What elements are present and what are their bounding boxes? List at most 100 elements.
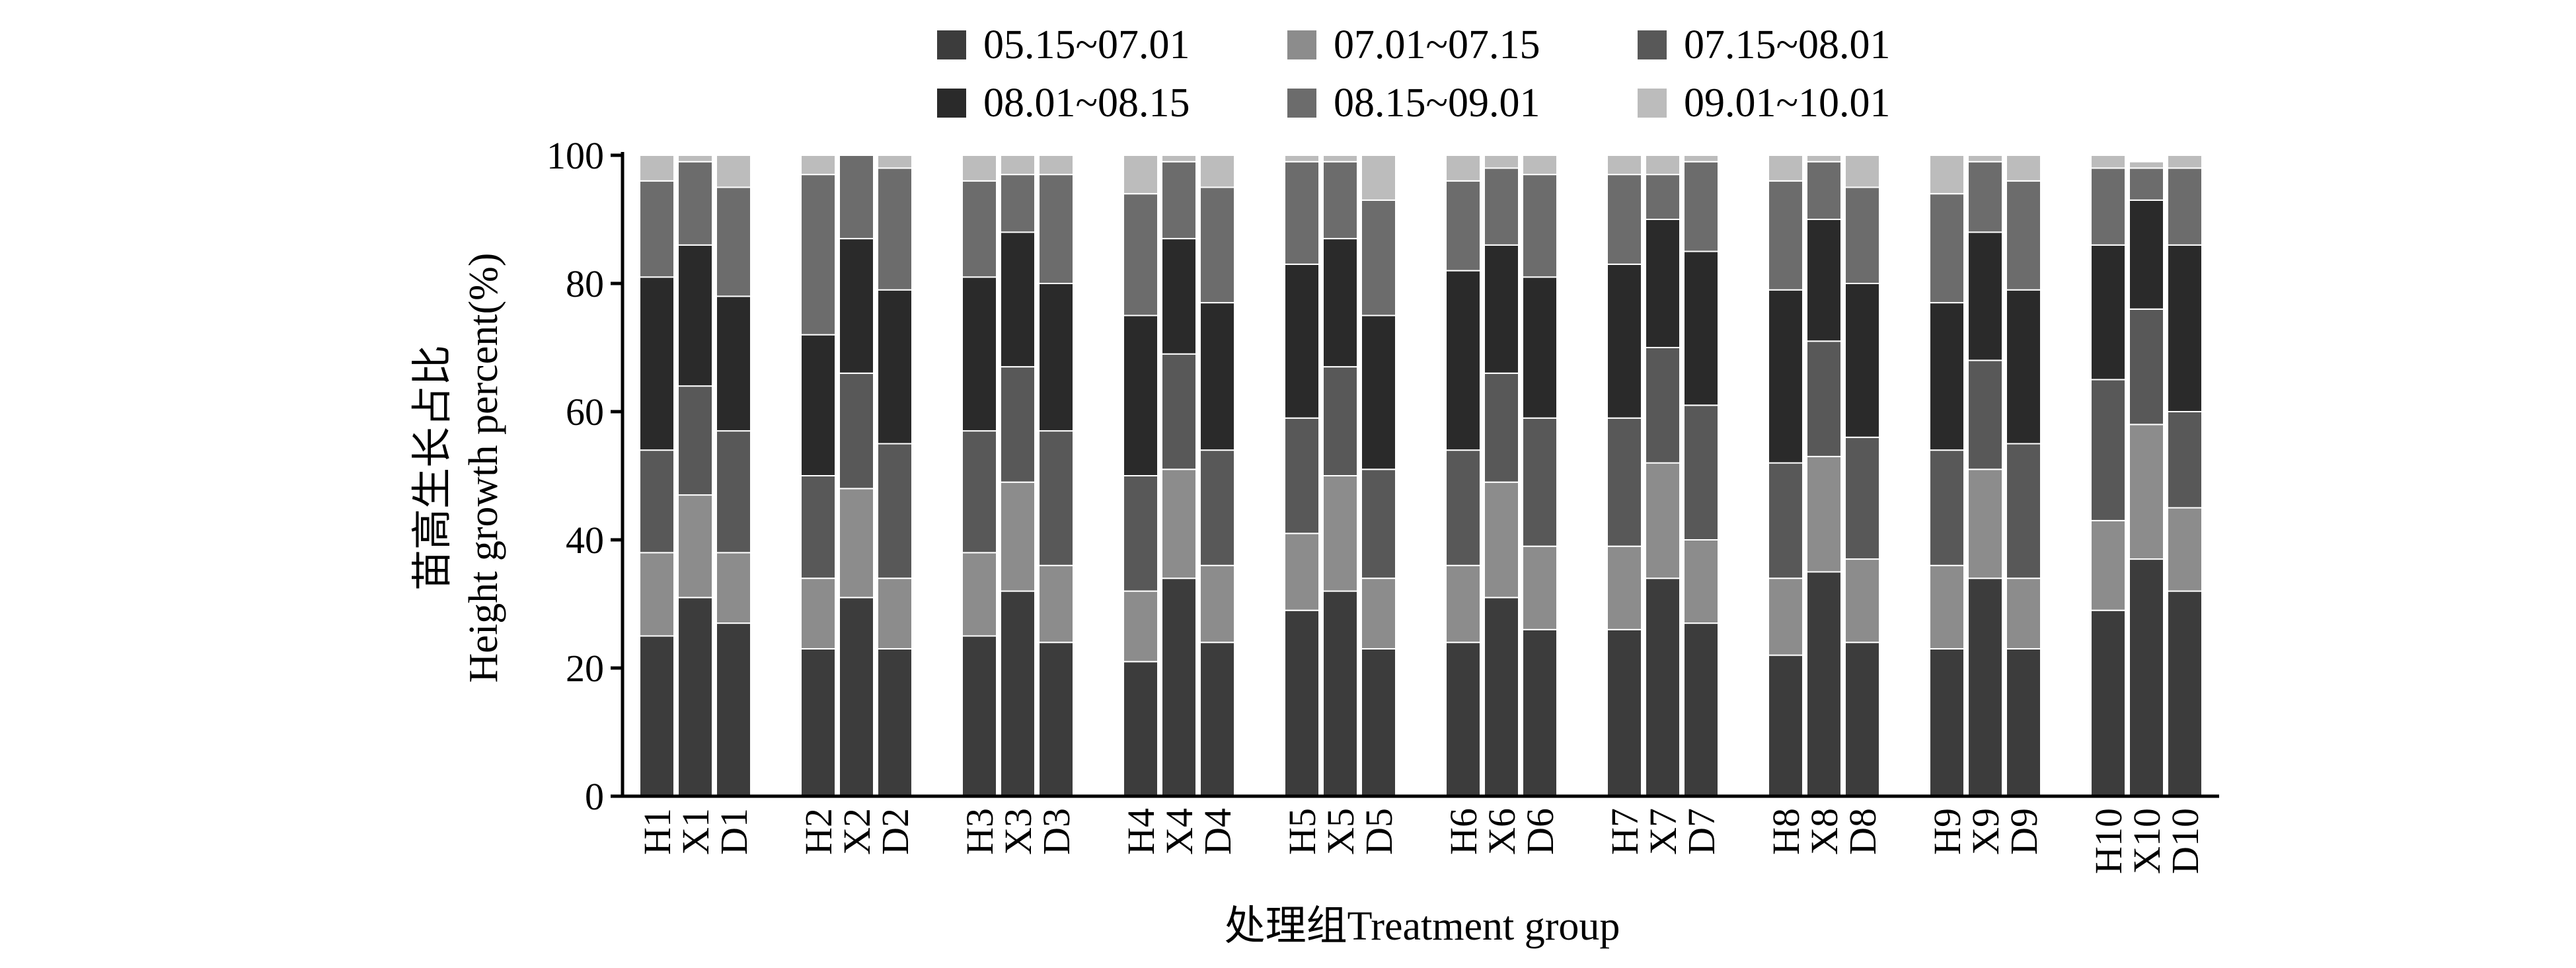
legend-label-4: 08.01~08.15: [983, 81, 1190, 126]
legend-swatch-4: [937, 89, 966, 118]
bar-segment-D8-6: [1844, 155, 1880, 188]
x-tick-label-H3: H3: [958, 808, 1001, 855]
bar-segment-H9-1: [1929, 648, 1965, 798]
bar-segment-H3-4: [962, 276, 997, 432]
x-tick-label-X7: X7: [1642, 808, 1685, 855]
bar-segment-H7-5: [1607, 174, 1642, 265]
bar-segment-X10-2: [2129, 424, 2164, 560]
bar-segment-H7-1: [1607, 628, 1642, 797]
legend-label-3: 07.15~08.01: [1684, 22, 1891, 67]
bar-segment-X3-4: [1000, 231, 1036, 368]
bar-segment-X7-5: [1645, 174, 1681, 221]
y-tick-label: 80: [566, 262, 604, 305]
bar-segment-H8-2: [1768, 577, 1803, 656]
bar-segment-H10-3: [2090, 379, 2126, 521]
bar-segment-D2-1: [877, 648, 913, 798]
bar-segment-D3-2: [1038, 564, 1074, 644]
x-tick-label-X5: X5: [1319, 808, 1362, 855]
bar-segment-D5-6: [1361, 155, 1396, 201]
bar-segment-D10-1: [2167, 590, 2203, 797]
bar-segment-X10-5: [2129, 167, 2164, 201]
bar-segment-X7-1: [1645, 577, 1681, 797]
bar-segment-H9-6: [1929, 155, 1965, 195]
bar-segment-X4-3: [1161, 353, 1197, 470]
bar-segment-H2-1: [800, 648, 836, 798]
bar-segment-X8-1: [1806, 571, 1842, 797]
bar-segment-D5-2: [1361, 577, 1396, 650]
x-tick-label-D10: D10: [2164, 808, 2207, 874]
bar-segment-X5-2: [1322, 475, 1358, 592]
bar-segment-X7-2: [1645, 462, 1681, 579]
x-tick-label-H9: H9: [1926, 808, 1969, 855]
bar-segment-H1-4: [639, 276, 675, 451]
bar-segment-H6-5: [1445, 180, 1481, 272]
y-tick-label: 100: [547, 134, 604, 177]
bar-segment-D2-4: [877, 289, 913, 445]
bar-segment-D1-3: [716, 430, 751, 554]
bar-segment-H4-1: [1123, 661, 1158, 797]
bar-segment-X3-5: [1000, 174, 1036, 233]
bar-segment-X5-4: [1322, 238, 1358, 368]
y-axis-title-cn: 苗高生长占比: [410, 345, 455, 591]
bar-segment-X9-4: [1967, 231, 2003, 361]
x-tick-label-H5: H5: [1281, 808, 1324, 855]
bar-segment-D9-6: [2006, 155, 2041, 182]
bar-segment-X10-3: [2129, 308, 2164, 426]
x-tick-label-H2: H2: [797, 808, 840, 855]
legend-swatch-1: [937, 30, 966, 59]
bar-segment-D2-6: [877, 155, 913, 169]
x-tick-label-H8: H8: [1764, 808, 1807, 855]
x-tick-label-D3: D3: [1035, 808, 1078, 855]
bar-segment-X5-5: [1322, 161, 1358, 240]
x-tick-label-D9: D9: [2002, 808, 2045, 855]
bar-segment-H9-4: [1929, 302, 1965, 451]
bar-segment-H4-2: [1123, 590, 1158, 663]
x-tick-label-D1: D1: [712, 808, 755, 855]
bar-segment-D7-4: [1683, 250, 1719, 406]
bar-segment-X7-4: [1645, 219, 1681, 348]
bar-segment-X4-5: [1161, 161, 1197, 240]
bar-segment-X9-5: [1967, 161, 2003, 233]
x-tick-label-D7: D7: [1680, 808, 1723, 855]
bar-segment-H10-1: [2090, 609, 2126, 797]
y-tick-label: 0: [585, 775, 604, 818]
bar-segment-X8-5: [1806, 161, 1842, 220]
x-tick-label-D4: D4: [1196, 808, 1239, 855]
bar-segment-D6-1: [1522, 628, 1558, 797]
bar-segment-H6-4: [1445, 270, 1481, 451]
bar-segment-D9-5: [2006, 180, 2041, 291]
bar-segment-D10-2: [2167, 507, 2203, 592]
bar-segment-X4-2: [1161, 468, 1197, 579]
bar-segment-H8-3: [1768, 462, 1803, 579]
bar-segment-H8-6: [1768, 155, 1803, 182]
bar-segment-X2-1: [839, 597, 874, 797]
legend-label-2: 07.01~07.15: [1334, 22, 1540, 67]
bar-segment-H3-6: [962, 155, 997, 182]
bar-segment-X5-6: [1322, 155, 1358, 163]
bar-segment-D9-1: [2006, 648, 2041, 798]
bar-segment-H5-4: [1284, 263, 1320, 419]
bar-segment-H4-5: [1123, 193, 1158, 316]
legend: 05.15~07.01 07.01~07.15 07.15~08.01 08.01~0…: [937, 22, 1891, 126]
bar-segment-H10-4: [2090, 244, 2126, 381]
bar-segment-X2-4: [839, 238, 874, 374]
bar-segment-H10-6: [2090, 155, 2126, 169]
bar-segment-H3-5: [962, 180, 997, 278]
bar-segment-H1-6: [639, 155, 675, 182]
bar-segment-X10-4: [2129, 199, 2164, 310]
bar-segment-D9-2: [2006, 577, 2041, 650]
legend-swatch-2: [1287, 30, 1316, 59]
bar-segment-X9-6: [1967, 155, 2003, 163]
bar-segment-D5-4: [1361, 315, 1396, 470]
bar-segment-D7-1: [1683, 622, 1719, 797]
bar-segment-H7-2: [1607, 545, 1642, 630]
bar-segment-H2-5: [800, 174, 836, 336]
bar-segment-X8-3: [1806, 340, 1842, 457]
bar-segment-H7-4: [1607, 263, 1642, 419]
bar-segment-H1-1: [639, 635, 675, 797]
bar-segment-D4-5: [1199, 186, 1235, 304]
bar-segment-D7-5: [1683, 161, 1719, 252]
bar-segment-D6-2: [1522, 545, 1558, 630]
x-tick-label-H10: H10: [2087, 808, 2130, 874]
